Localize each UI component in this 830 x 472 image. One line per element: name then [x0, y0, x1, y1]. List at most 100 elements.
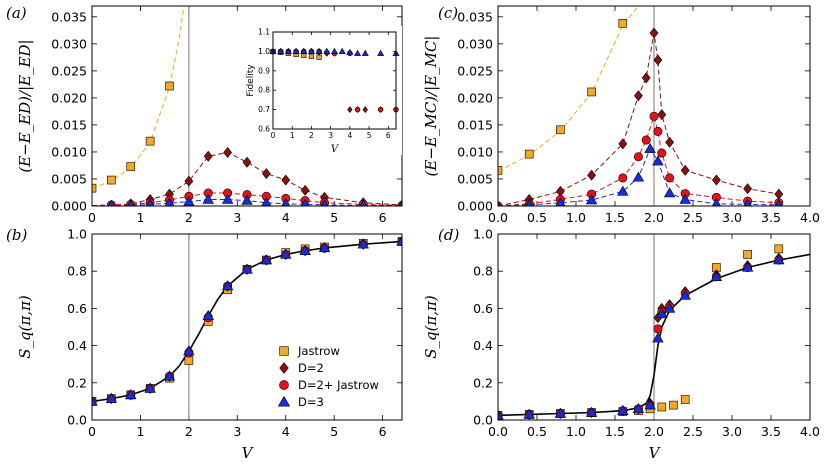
inset-frame	[272, 31, 397, 130]
axes-frame	[91, 233, 403, 421]
x-tick-label: 1.0	[566, 210, 586, 225]
guide-curve-jastrow	[498, 6, 639, 172]
inset-point-d3	[338, 47, 346, 54]
data-point-d3	[652, 332, 664, 343]
data-point-jastrow	[657, 402, 667, 412]
data-point-jastrow	[680, 395, 690, 404]
inset-point-d2	[362, 106, 368, 113]
data-point-d3	[280, 248, 292, 259]
inset-point-d3	[307, 47, 315, 54]
data-point-d3	[555, 196, 566, 206]
data-point-d3	[145, 198, 155, 206]
inset-point-d2_jastrow	[377, 106, 384, 113]
data-point-d3	[498, 200, 502, 206]
data-point-d3	[300, 198, 310, 206]
data-point-d3	[107, 199, 116, 206]
y-tick-label: 0.010	[51, 144, 87, 159]
x-tick-label: 2	[185, 424, 193, 439]
data-point-d3	[183, 345, 195, 356]
legend-label-d2_jastrow: D=2+ Jastrow	[298, 378, 379, 392]
data-point-d2	[657, 109, 667, 121]
data-point-d2_jastrow	[653, 324, 663, 334]
x-tick-label: 1	[290, 131, 295, 140]
inset-point-d3	[361, 49, 369, 56]
x-tick-label: 5	[330, 210, 338, 225]
x-tick-label: 3.0	[722, 210, 742, 225]
data-point-jastrow	[556, 125, 565, 135]
data-point-d3	[396, 235, 402, 246]
panel-d: 0.0 0.5 1.0 1.5 2.0 2.5 3.0 3.5 4.0 0.0 0.2 0.4 0.6 0…	[422, 226, 820, 462]
x-tick-label: 2.5	[683, 210, 703, 225]
data-point-d2_jastrow	[649, 111, 659, 121]
legend-marker-jastrow	[279, 346, 289, 356]
y-tick-label: 1.0	[258, 47, 270, 56]
data-point-d3	[221, 193, 234, 204]
x-tick-label: 1	[136, 424, 144, 439]
data-point-jastrow	[743, 250, 752, 259]
y-tick-label: 0.0	[473, 413, 493, 428]
data-point-d3	[320, 199, 329, 206]
axes-frame	[497, 233, 811, 421]
data-point-d3	[644, 399, 656, 410]
y-axis-label: (E−E_MC)/|E_MC|	[422, 36, 440, 177]
data-point-d3	[281, 198, 291, 206]
y-tick-label: 0.020	[51, 90, 87, 105]
y-tick-label: 0.6	[67, 301, 87, 316]
x-tick-label: 5	[330, 424, 338, 439]
data-point-d2	[641, 72, 651, 84]
y-tick-label: 0.2	[67, 375, 87, 390]
data-point-d3	[743, 198, 752, 206]
y-tick-label: 0.015	[51, 117, 87, 132]
fit-curve	[498, 253, 810, 417]
data-point-d3	[554, 407, 567, 418]
data-point-d3	[663, 187, 676, 198]
data-point-d3	[92, 395, 98, 406]
inset-point-d3	[300, 47, 308, 54]
x-tick-label: 1.5	[605, 424, 625, 439]
y-tick-label: 0.7	[258, 105, 270, 114]
data-point-d2_jastrow	[618, 173, 628, 183]
x-tick-label: 1	[136, 210, 144, 225]
y-tick-label: 1.1	[258, 28, 270, 37]
x-tick-label: 0	[88, 424, 96, 439]
inset-point-d2	[347, 106, 353, 113]
y-tick-label: 0.2	[473, 375, 493, 390]
data-point-d3	[663, 302, 676, 313]
data-point-d2	[665, 136, 674, 148]
data-point-d3	[398, 199, 402, 206]
data-point-jastrow	[184, 356, 194, 365]
data-point-d2	[223, 147, 233, 158]
legend-label-d3: D=3	[298, 395, 324, 409]
data-point-d3	[221, 280, 234, 291]
data-point-jastrow	[165, 81, 174, 91]
data-point-d2	[712, 174, 721, 186]
data-point-d3	[632, 403, 645, 414]
data-point-d2	[680, 164, 690, 176]
x-tick-label: 6	[379, 210, 387, 225]
legend-marker-d2_jastrow	[279, 380, 289, 390]
data-point-d3	[617, 185, 629, 196]
y-axis-label: S_q(π,π)	[16, 295, 34, 359]
panel-label: (c)	[438, 4, 458, 22]
panel-a: 0 1 2 3 4 5 6 0.000 0.005 0.010 0.015 0.020 0.025 0.0…	[6, 4, 403, 225]
data-point-jastrow	[107, 175, 116, 185]
y-tick-label: 1.0	[67, 227, 87, 242]
y-tick-label: 0.030	[51, 36, 87, 51]
y-tick-label: 0.000	[457, 199, 493, 214]
y-tick-label: 0.025	[457, 63, 493, 78]
data-point-d3	[202, 193, 214, 204]
x-tick-label: 3.5	[761, 424, 781, 439]
data-point-d3	[241, 263, 253, 274]
data-point-d2_jastrow	[653, 126, 663, 136]
y-axis-label: (E−E_ED)/|E_ED|	[16, 39, 34, 172]
inset-point-d3	[277, 47, 285, 54]
x-tick-label: 0.5	[527, 424, 547, 439]
y-tick-label: 0.030	[457, 36, 493, 51]
y-tick-label: 0.020	[457, 90, 493, 105]
y-axis-label: S_q(π,π)	[422, 295, 440, 359]
x-tick-label: 1.0	[566, 424, 586, 439]
data-point-d3	[679, 193, 691, 204]
data-point-d3	[318, 242, 331, 253]
x-tick-label: 4	[347, 131, 352, 140]
